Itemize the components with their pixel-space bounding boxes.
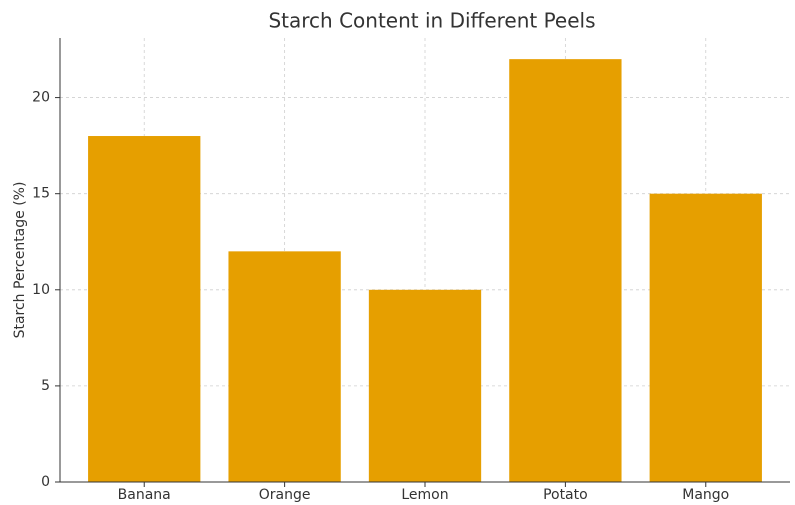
y-tick-label: 0 <box>41 474 50 490</box>
x-tick-label: Lemon <box>401 487 448 503</box>
bar <box>649 193 762 483</box>
x-tick-label: Mango <box>682 487 729 503</box>
y-tick-label: 15 <box>32 186 50 202</box>
chart-title: Starch Content in Different Peels <box>268 9 595 33</box>
bar <box>509 59 622 483</box>
bar <box>88 136 201 482</box>
y-tick-label: 20 <box>32 90 50 106</box>
y-tick-label: 5 <box>41 378 50 394</box>
x-tick-label: Banana <box>118 487 171 503</box>
y-tick-label: 10 <box>32 282 50 298</box>
x-tick-label: Orange <box>259 487 311 503</box>
x-tick-label: Potato <box>543 487 588 503</box>
bar <box>228 251 341 482</box>
bar <box>368 289 482 482</box>
y-axis-label: Starch Percentage (%) <box>12 182 28 339</box>
